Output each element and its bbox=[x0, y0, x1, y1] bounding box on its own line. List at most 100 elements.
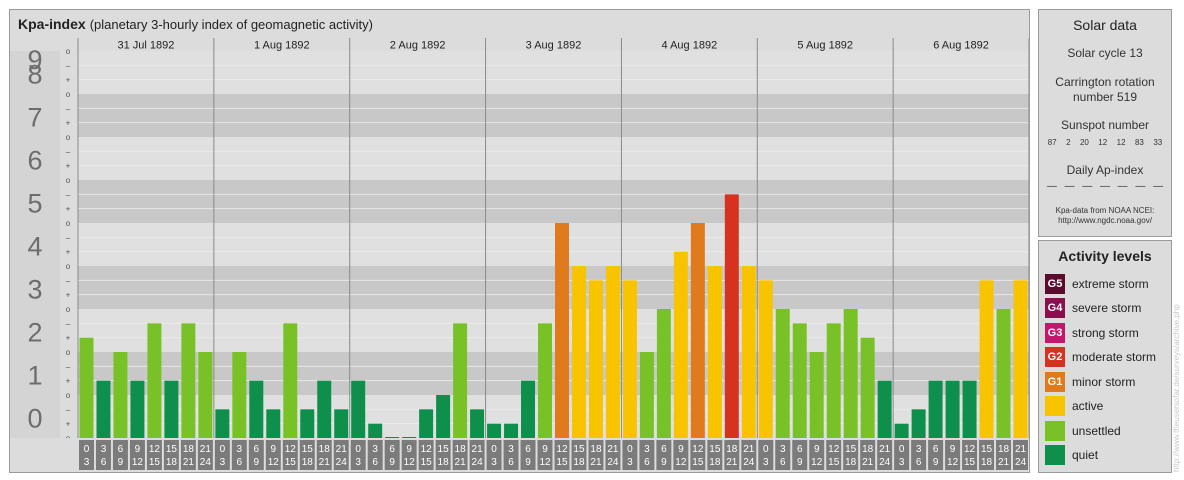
y-sub-tick: o bbox=[66, 133, 71, 142]
interval-cell bbox=[911, 440, 927, 470]
interval-cell bbox=[826, 440, 842, 470]
y-sub-tick: o bbox=[66, 176, 71, 185]
plot-band bbox=[78, 137, 1029, 180]
legend-item-g3: G3 strong storm bbox=[1045, 323, 1139, 343]
interval-start-label: 12 bbox=[149, 444, 161, 455]
interval-end-label: 12 bbox=[132, 457, 144, 468]
interval-cell bbox=[248, 440, 264, 470]
day-label: 31 Jul 1892 bbox=[117, 40, 174, 52]
interval-cell bbox=[690, 440, 706, 470]
interval-cell bbox=[503, 440, 519, 470]
interval-cell bbox=[231, 440, 247, 470]
kpa-chart-panel: Kpa-index (planetary 3-hourly index of ge… bbox=[9, 9, 1030, 473]
solar-data-title: Solar data bbox=[1073, 17, 1137, 33]
y-sub-tick: + bbox=[66, 248, 71, 257]
kp-bar-zero-mark bbox=[385, 437, 400, 438]
interval-cell bbox=[520, 440, 536, 470]
ap-value: — bbox=[1046, 181, 1057, 192]
kp-bar-zero-mark bbox=[402, 437, 417, 438]
interval-start-label: 6 bbox=[933, 444, 939, 455]
kp-bar bbox=[317, 380, 332, 438]
legend-label: strong storm bbox=[1072, 326, 1139, 340]
interval-end-label: 6 bbox=[780, 457, 786, 468]
interval-end-label: 12 bbox=[268, 457, 280, 468]
y-sub-tick: o bbox=[66, 391, 71, 400]
interval-start-label: 0 bbox=[899, 444, 905, 455]
kp-bar bbox=[962, 380, 977, 438]
kp-bar bbox=[741, 266, 756, 438]
carrington-line-1: Carrington rotation bbox=[1055, 75, 1155, 89]
interval-end-label: 24 bbox=[472, 457, 484, 468]
plot-band bbox=[78, 51, 1029, 94]
y-sub-tick: + bbox=[66, 76, 71, 85]
legend-item-unsettled: unsettled bbox=[1045, 421, 1121, 441]
kp-bar bbox=[215, 409, 230, 438]
interval-start-label: 6 bbox=[661, 444, 667, 455]
kp-bar bbox=[639, 352, 654, 438]
interval-end-label: 12 bbox=[675, 457, 687, 468]
interval-cell bbox=[180, 440, 196, 470]
interval-start-label: 6 bbox=[118, 444, 124, 455]
data-credit-link[interactable]: http://www.ngdc.noaa.gov/ bbox=[1058, 216, 1152, 225]
kp-bar bbox=[571, 266, 586, 438]
interval-end-label: 9 bbox=[118, 457, 124, 468]
day-label: 5 Aug 1892 bbox=[797, 40, 853, 52]
interval-cell bbox=[809, 440, 825, 470]
interval-start-label: 0 bbox=[355, 444, 361, 455]
plot-band bbox=[78, 223, 1029, 266]
interval-end-label: 3 bbox=[220, 457, 226, 468]
legend-swatch bbox=[1045, 421, 1065, 441]
ap-value: — bbox=[1064, 181, 1075, 192]
interval-start-label: 0 bbox=[763, 444, 769, 455]
interval-end-label: 15 bbox=[421, 457, 433, 468]
kp-bar bbox=[911, 409, 926, 438]
legend-label: minor storm bbox=[1072, 375, 1136, 389]
interval-end-label: 18 bbox=[709, 457, 721, 468]
interval-cell bbox=[384, 440, 400, 470]
interval-end-label: 15 bbox=[828, 457, 840, 468]
plot-band bbox=[78, 180, 1029, 223]
interval-start-label: 3 bbox=[644, 444, 650, 455]
interval-start-label: 18 bbox=[726, 444, 738, 455]
interval-end-label: 9 bbox=[389, 457, 395, 468]
interval-end-label: 9 bbox=[661, 457, 667, 468]
interval-start-label: 12 bbox=[556, 444, 568, 455]
interval-end-label: 6 bbox=[644, 457, 650, 468]
kp-bar bbox=[775, 309, 790, 438]
plot-band bbox=[78, 309, 1029, 352]
kp-bar bbox=[588, 280, 603, 438]
interval-start-label: 0 bbox=[627, 444, 633, 455]
interval-start-label: 9 bbox=[135, 444, 141, 455]
interval-cell bbox=[316, 440, 332, 470]
legend-item-g1: G1 minor storm bbox=[1045, 372, 1135, 392]
kp-bar bbox=[198, 352, 213, 438]
interval-start-label: 12 bbox=[692, 444, 704, 455]
interval-start-label: 18 bbox=[183, 444, 195, 455]
y-tick-label: 3 bbox=[27, 275, 42, 305]
sunspot-value: 83 bbox=[1134, 138, 1144, 147]
chart-title: Kpa-index (planetary 3-hourly index of ge… bbox=[18, 16, 373, 32]
day-label: 1 Aug 1892 bbox=[254, 40, 310, 52]
kp-bar bbox=[996, 309, 1011, 438]
kp-bar bbox=[707, 266, 722, 438]
interval-end-label: 18 bbox=[438, 457, 450, 468]
y-sub-tick: – bbox=[66, 276, 71, 285]
interval-end-label: 15 bbox=[692, 457, 704, 468]
carrington-line-2: number 519 bbox=[1072, 90, 1138, 104]
interval-start-label: 18 bbox=[862, 444, 874, 455]
ap-value: — bbox=[1082, 181, 1093, 192]
legend-swatch: G5 bbox=[1045, 274, 1065, 294]
time-row-bg bbox=[10, 438, 1029, 472]
kp-bar bbox=[877, 380, 892, 438]
y-sub-tick: + bbox=[66, 291, 71, 300]
kp-bar bbox=[130, 380, 145, 438]
legend-swatch: G3 bbox=[1045, 323, 1065, 343]
sunspot-value: 33 bbox=[1153, 138, 1163, 147]
interval-cell bbox=[877, 440, 893, 470]
interval-cell bbox=[707, 440, 723, 470]
ap-value: — bbox=[1117, 181, 1128, 192]
legend-swatch: G4 bbox=[1045, 298, 1065, 318]
interval-start-label: 9 bbox=[814, 444, 820, 455]
y-sub-tick: – bbox=[66, 190, 71, 199]
kp-bar bbox=[283, 323, 298, 438]
